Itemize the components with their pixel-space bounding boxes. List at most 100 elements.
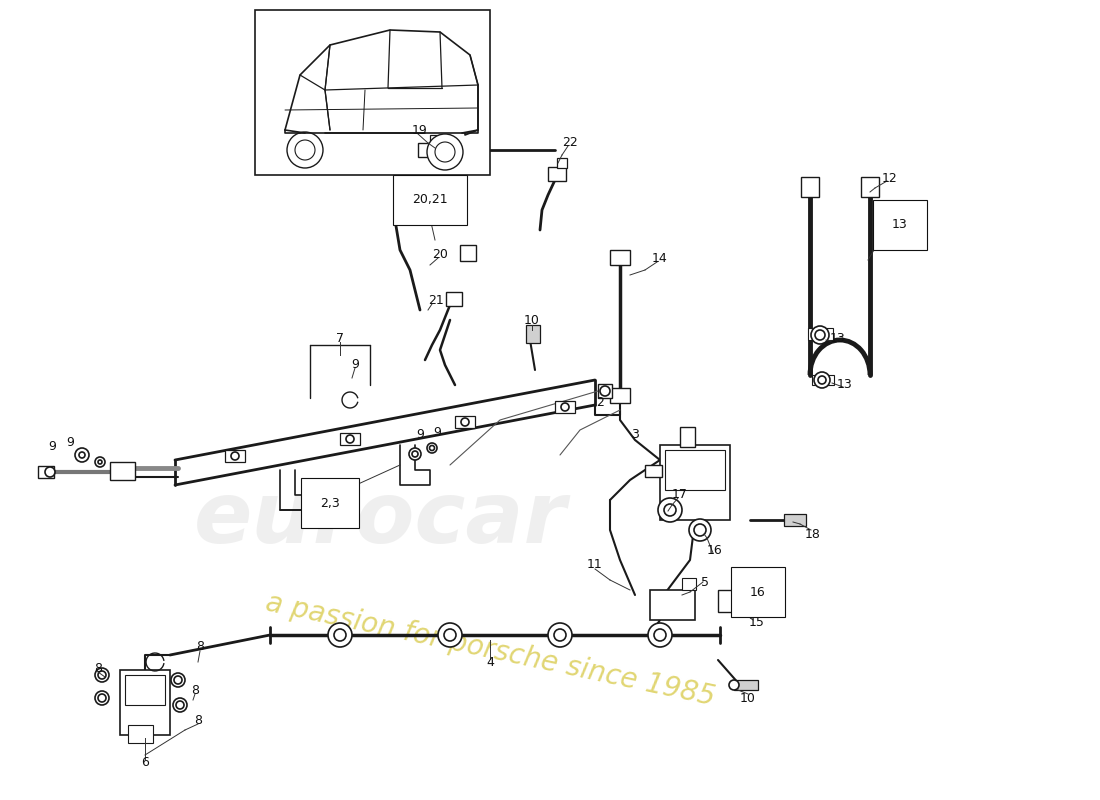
Circle shape [295, 140, 315, 160]
Text: 18: 18 [805, 527, 821, 541]
Bar [557, 158, 566, 168]
Circle shape [95, 457, 104, 467]
Bar [610, 250, 630, 265]
Circle shape [231, 452, 239, 460]
Text: 14: 14 [652, 251, 668, 265]
Bar [556, 401, 575, 413]
Circle shape [554, 629, 566, 641]
Circle shape [98, 694, 106, 702]
Circle shape [429, 446, 434, 450]
Circle shape [95, 668, 109, 682]
Text: 1: 1 [311, 509, 319, 522]
Text: 19: 19 [412, 123, 428, 137]
Circle shape [600, 386, 610, 396]
Circle shape [176, 701, 184, 709]
Text: 13: 13 [830, 331, 846, 345]
Bar [430, 135, 440, 145]
Bar [801, 177, 820, 197]
Circle shape [427, 134, 463, 170]
Bar [460, 245, 476, 261]
Text: 6: 6 [141, 757, 149, 770]
Text: 2: 2 [596, 397, 604, 410]
Text: 8: 8 [194, 714, 202, 726]
Circle shape [664, 504, 676, 516]
Bar [718, 590, 754, 612]
Circle shape [334, 629, 346, 641]
Bar [128, 725, 153, 743]
Bar [526, 325, 540, 343]
Bar [110, 462, 135, 480]
Bar [610, 388, 630, 403]
Bar [650, 590, 695, 620]
Text: 9: 9 [351, 358, 359, 370]
Text: 2,3: 2,3 [320, 497, 340, 510]
Text: 8: 8 [94, 662, 102, 674]
Bar [682, 578, 696, 590]
Bar [598, 384, 612, 398]
Text: 12: 12 [882, 171, 898, 185]
Bar [548, 167, 566, 181]
Circle shape [729, 680, 739, 690]
Circle shape [548, 623, 572, 647]
Circle shape [98, 671, 106, 679]
Text: 22: 22 [562, 135, 578, 149]
Bar [660, 445, 730, 520]
Circle shape [444, 629, 456, 641]
Circle shape [814, 372, 830, 388]
Bar [645, 465, 662, 477]
Text: eurocar: eurocar [194, 478, 566, 562]
Circle shape [658, 498, 682, 522]
Bar [120, 670, 170, 735]
Circle shape [811, 326, 829, 344]
Bar [680, 427, 695, 447]
Bar [340, 433, 360, 445]
Bar [734, 680, 758, 690]
Circle shape [654, 629, 666, 641]
Text: 13: 13 [892, 218, 907, 231]
Text: 3: 3 [631, 429, 639, 442]
Text: 17: 17 [672, 489, 688, 502]
Circle shape [98, 460, 102, 464]
Bar [255, 10, 490, 175]
Circle shape [561, 403, 569, 411]
Text: 4: 4 [486, 657, 494, 670]
Circle shape [815, 330, 825, 340]
Bar [784, 514, 806, 526]
Circle shape [287, 132, 323, 168]
Text: 16: 16 [750, 586, 766, 598]
Bar [125, 675, 165, 705]
Bar [808, 328, 833, 340]
Circle shape [648, 623, 672, 647]
Circle shape [409, 448, 421, 460]
Text: 20: 20 [432, 249, 448, 262]
Text: a passion for porsche since 1985: a passion for porsche since 1985 [263, 589, 717, 711]
Text: 11: 11 [587, 558, 603, 571]
Circle shape [75, 448, 89, 462]
Text: 16: 16 [707, 543, 723, 557]
Bar [455, 416, 475, 428]
Text: 21: 21 [428, 294, 444, 306]
Bar [812, 375, 834, 385]
Text: 10: 10 [740, 691, 756, 705]
Text: 7: 7 [336, 331, 344, 345]
Bar [666, 450, 725, 490]
Circle shape [173, 698, 187, 712]
Bar [418, 143, 440, 157]
Bar [39, 466, 54, 478]
Circle shape [689, 519, 711, 541]
Bar [446, 292, 462, 306]
Bar [226, 450, 245, 462]
Circle shape [79, 452, 85, 458]
Circle shape [170, 673, 185, 687]
Circle shape [95, 691, 109, 705]
Text: 9: 9 [416, 429, 424, 442]
Text: 9: 9 [48, 441, 56, 454]
Text: 9: 9 [66, 437, 74, 450]
Circle shape [328, 623, 352, 647]
Circle shape [45, 467, 55, 477]
Text: 15: 15 [749, 617, 764, 630]
Text: 5: 5 [701, 575, 710, 589]
Text: 20,21: 20,21 [412, 194, 448, 206]
Bar [861, 177, 879, 197]
Circle shape [412, 451, 418, 457]
